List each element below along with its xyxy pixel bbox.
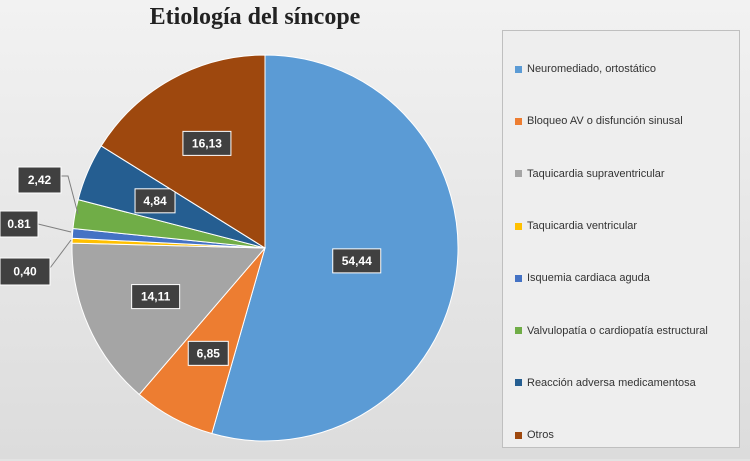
- legend-label: Reacción adversa medicamentosa: [527, 376, 696, 389]
- legend-label: Isquemia cardiaca aguda: [527, 272, 650, 285]
- legend-swatch: [515, 379, 522, 387]
- legend-swatch: [515, 222, 522, 230]
- chart-title: Etiología del síncope: [149, 4, 361, 30]
- data-label-box: [182, 130, 232, 156]
- legend-label: Otros: [527, 429, 554, 442]
- data-label-value: 0.81: [7, 217, 31, 231]
- data-label-box: [134, 188, 176, 214]
- data-label-isquemia-cardiaca-aguda: 0.81: [0, 210, 72, 238]
- data-label-bloqueo-av-o-disfuncion-sinusal: 6,85: [187, 340, 229, 366]
- leader-line: [49, 239, 72, 269]
- legend-item-valvulopatia: Valvulopatía o cardiopatía estructural: [515, 304, 739, 356]
- legend-item-taquicardia-ventricular: Taquicardia ventricular: [515, 200, 739, 252]
- legend-swatch: [515, 117, 522, 125]
- data-label-otros: 16,13: [182, 130, 232, 156]
- legend-swatch: [515, 431, 522, 439]
- legend-item-neuromediado: Neuromediado, ortostático: [515, 43, 739, 95]
- legend-swatch: [515, 274, 522, 282]
- legend-item-otros: Otros: [515, 409, 739, 461]
- data-label-box: [17, 166, 62, 194]
- data-label-box: [0, 210, 39, 238]
- leader-line: [37, 223, 72, 233]
- data-label-taquicardia-supraventricular: 14,11: [131, 284, 181, 310]
- data-label-reaccion-adversa-medicamentosa: 4,84: [134, 188, 176, 214]
- data-label-value: 54,44: [342, 254, 372, 268]
- data-label-value: 6,85: [197, 346, 221, 360]
- legend-swatch: [515, 65, 522, 73]
- data-label-value: 0,40: [13, 265, 37, 279]
- data-label-box: [0, 257, 51, 286]
- legend-item-bloqueo-av: Bloqueo AV o disfunción sinusal: [515, 95, 739, 147]
- pie-slice-neuromediado-ortostatico: [211, 54, 459, 442]
- data-label-value: 16,13: [192, 136, 222, 150]
- legend-item-reaccion-adversa: Reacción adversa medicamentosa: [515, 357, 739, 409]
- legend-label: Bloqueo AV o disfunción sinusal: [527, 115, 683, 128]
- legend: Neuromediado, ortostático Bloqueo AV o d…: [502, 30, 740, 448]
- legend-label: Valvulopatía o cardiopatía estructural: [527, 324, 708, 337]
- data-label-value: 4,84: [143, 194, 167, 208]
- data-label-neuromediado-ortostatico: 54,44: [332, 248, 382, 274]
- data-label-value: 2,42: [28, 173, 52, 187]
- data-label-box: [332, 248, 382, 274]
- legend-swatch: [515, 170, 522, 178]
- data-label-taquicardia-ventricular: 0,40: [0, 239, 72, 286]
- data-label-box: [131, 284, 181, 310]
- pie-slice-taquicardia-supraventricular: [71, 242, 267, 396]
- legend-label: Taquicardia supraventricular: [527, 167, 665, 180]
- data-label-valvulopatia-o-cardiopatia-estructural: 2,42: [17, 166, 79, 215]
- data-label-value: 14,11: [141, 290, 171, 304]
- legend-item-isquemia: Isquemia cardiaca aguda: [515, 252, 739, 304]
- data-label-box: [187, 340, 229, 366]
- legend-swatch: [515, 327, 522, 335]
- leader-line: [61, 175, 79, 215]
- legend-label: Neuromediado, ortostático: [527, 63, 657, 76]
- legend-label: Taquicardia ventricular: [527, 220, 638, 233]
- legend-item-taquicardia-supraventricular: Taquicardia supraventricular: [515, 148, 739, 200]
